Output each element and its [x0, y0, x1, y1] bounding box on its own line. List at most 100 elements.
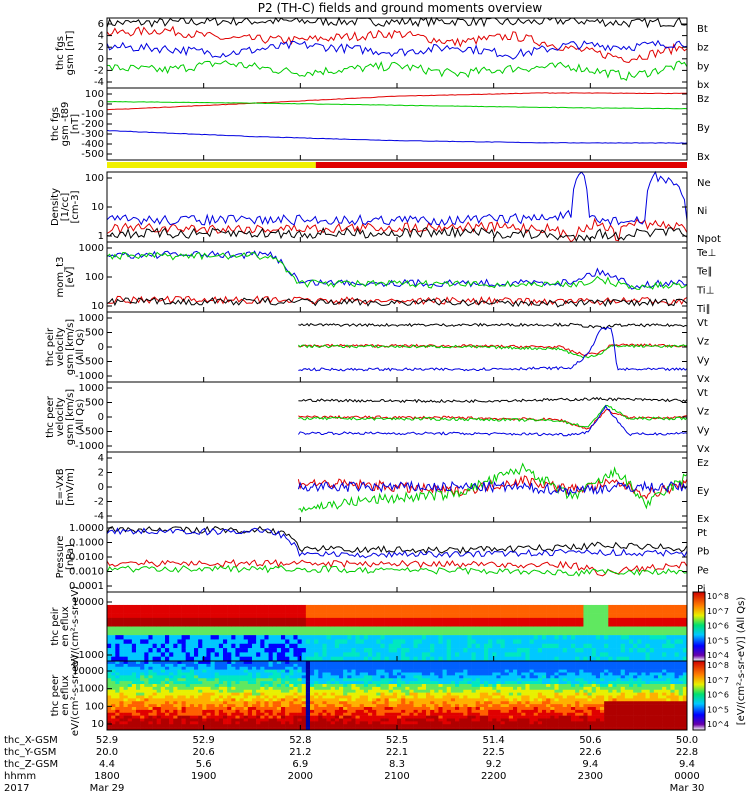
spectrogram-cell	[446, 721, 452, 725]
spectrogram-cell	[475, 701, 481, 705]
spectrogram-cell	[368, 666, 373, 670]
spectrogram-cell	[169, 678, 174, 682]
spectrogram-cell	[322, 663, 327, 668]
spectrogram-cell	[525, 609, 530, 614]
spectrogram-cell	[185, 635, 191, 640]
spectrogram-cell	[115, 689, 120, 693]
spectrogram-cell	[558, 724, 564, 728]
spectrogram-cell	[347, 663, 352, 668]
spectrogram-cell	[334, 684, 340, 688]
spectrogram-cell	[600, 701, 605, 705]
spectrogram-cell	[210, 701, 216, 705]
spectrogram-cell	[243, 604, 249, 610]
spectrogram-cell	[169, 648, 174, 653]
spectrogram-cell	[297, 663, 303, 668]
spectrogram-cell	[243, 663, 249, 668]
spectrogram-cell	[305, 669, 311, 673]
spectrogram-cell	[285, 604, 290, 610]
spectrogram-cell	[218, 684, 224, 688]
spectrogram-cell	[351, 613, 356, 619]
spectrogram-cell	[678, 604, 684, 610]
spectrogram-cell	[459, 695, 464, 699]
spectrogram-cell	[227, 622, 232, 627]
spectrogram-cell	[339, 684, 344, 688]
spectrogram-cell	[629, 656, 634, 662]
spectrogram-cell	[318, 724, 323, 728]
spectrogram-cell	[318, 715, 323, 719]
spectrogram-cell	[227, 727, 232, 731]
spectrogram-cell	[612, 613, 617, 619]
spectrogram-cell	[413, 704, 419, 708]
spectrogram-cell	[455, 709, 460, 714]
spectrogram-cell	[405, 635, 410, 640]
spectrogram-cell	[579, 613, 584, 619]
spectrogram-cell	[301, 686, 307, 691]
spectrogram-cell	[189, 709, 195, 714]
spectrogram-cell	[260, 678, 265, 682]
spectrogram-cell	[533, 626, 539, 632]
spectrogram-cell	[612, 626, 617, 632]
spectrogram-cell	[363, 635, 369, 640]
spectrogram-cell	[537, 652, 543, 657]
spectrogram-cell	[554, 695, 559, 699]
spectrogram-cell	[446, 704, 452, 708]
spectrogram-cell	[653, 648, 659, 653]
spectrogram-cell	[649, 609, 655, 614]
spectrogram-cell	[550, 666, 555, 670]
spectrogram-cell	[579, 707, 584, 711]
spectrogram-cell	[579, 695, 584, 699]
spectrogram-cell	[492, 604, 497, 610]
spectrogram-cell	[127, 715, 133, 719]
spectrogram-cell	[177, 718, 182, 722]
spectrogram-cell	[475, 661, 481, 665]
spectrogram-cell	[156, 712, 162, 716]
spectrogram-cell	[566, 630, 572, 636]
spectrogram-cell	[355, 721, 361, 725]
spectrogram-cell	[554, 609, 559, 614]
spectrogram-cell	[620, 639, 626, 645]
spectrogram-cell	[380, 724, 385, 728]
spectrogram-cell	[223, 656, 228, 662]
spectrogram-cell	[334, 695, 340, 699]
spectrogram-cell	[227, 663, 232, 668]
spectrogram-cell	[127, 718, 133, 722]
spectrogram-cell	[513, 613, 518, 619]
spectrogram-cell	[260, 727, 265, 731]
spectrogram-cell	[529, 709, 535, 714]
spectrogram-cell	[140, 718, 145, 722]
spectrogram-cell	[247, 639, 253, 645]
spectrogram-cell	[595, 721, 601, 725]
spectrogram-cell	[550, 622, 555, 627]
spectrogram-cell	[392, 678, 398, 682]
spectrogram-cell	[405, 724, 410, 728]
spectrogram-cell	[446, 652, 452, 657]
spectrogram-cell	[185, 698, 191, 702]
spectrogram-cell	[198, 715, 203, 719]
spectrogram-cell	[442, 692, 448, 696]
series-peir_velocity-Vt	[298, 322, 688, 330]
spectrogram-cell	[624, 635, 630, 640]
spectrogram-cell	[223, 639, 228, 645]
spectrogram-cell	[479, 675, 485, 679]
spectrogram-cell	[239, 704, 245, 708]
spectrogram-cell	[658, 622, 663, 627]
spectrogram-cell	[310, 613, 315, 619]
spectrogram-cell	[239, 630, 245, 636]
spectrogram-cell	[297, 609, 303, 614]
spectrogram-cell	[525, 661, 530, 665]
spectrogram-cell	[529, 692, 535, 696]
spectrogram-cell	[293, 604, 298, 610]
spectrogram-cell	[372, 656, 377, 662]
spectrogram-cell	[571, 643, 576, 649]
spectrogram-cell	[107, 613, 112, 619]
spectrogram-cell	[276, 669, 282, 673]
spectrogram-cell	[252, 656, 257, 662]
spectrogram-cell	[330, 678, 336, 682]
spectrogram-cell	[160, 681, 166, 685]
spectrogram-cell	[202, 661, 207, 665]
spectrogram-cell	[322, 617, 327, 623]
spectrogram-cell	[144, 707, 149, 711]
spectrogram-cell	[127, 639, 133, 645]
spectrogram-cell	[513, 686, 518, 691]
spectrogram-cell	[529, 686, 535, 691]
